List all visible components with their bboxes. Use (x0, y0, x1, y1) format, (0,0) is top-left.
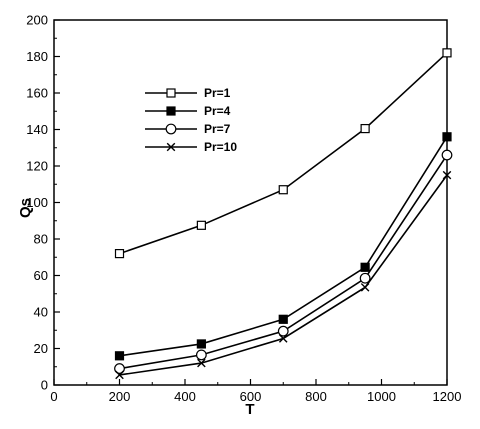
legend-marker (166, 106, 176, 116)
legend-marker (166, 88, 176, 98)
legend-item: Pr=10 (145, 140, 237, 154)
y-tick-label: 40 (34, 305, 48, 320)
data-point (360, 262, 370, 272)
legend-marker (165, 123, 177, 135)
data-point (442, 132, 452, 142)
y-tick-label: 140 (26, 122, 48, 137)
legend-marker (166, 142, 176, 152)
data-point (442, 170, 452, 180)
x-tick-label: 400 (174, 389, 196, 404)
y-tick-label: 100 (26, 195, 48, 210)
y-tick-label: 160 (26, 86, 48, 101)
data-point (114, 249, 125, 259)
data-point (197, 358, 206, 368)
y-axis-label: Qs (17, 198, 34, 218)
legend-item: Pr=4 (145, 104, 231, 118)
x-tick-label: 1200 (433, 389, 462, 404)
data-point (196, 339, 206, 349)
series-line (119, 52, 448, 255)
data-point (442, 48, 452, 58)
data-point (359, 272, 371, 284)
x-tick-label: 200 (109, 389, 131, 404)
data-point (278, 185, 288, 195)
x-axis-label: T (245, 401, 254, 418)
y-tick-label: 20 (34, 341, 48, 356)
legend-label: Pr=1 (204, 86, 231, 100)
y-tick-label: 80 (34, 232, 48, 247)
legend-label: Pr=7 (204, 122, 231, 136)
y-tick-label: 0 (41, 378, 48, 393)
data-point (360, 123, 370, 134)
legend: Pr=1 Pr=4 Pr=7 Pr=10 (145, 86, 237, 154)
series-pr-4 (114, 132, 452, 361)
data-point (278, 334, 288, 343)
data-point (115, 370, 124, 380)
data-point (441, 149, 453, 161)
axes: 0 200 400 600 800 1000 1200 0 20 40 60 80 100 120 140 1… (26, 13, 461, 405)
y-tick-label: 180 (26, 49, 48, 64)
series-pr-7 (114, 149, 453, 374)
y-tick-label: 120 (26, 159, 48, 174)
legend-item: Pr=7 (145, 122, 231, 136)
data-point (195, 349, 207, 361)
data-point (277, 325, 289, 337)
plot-frame (53, 19, 448, 386)
legend-label: Pr=10 (204, 140, 237, 154)
x-tick-label: 1000 (367, 389, 396, 404)
series-pr-10 (115, 170, 452, 380)
series-pr-1 (114, 48, 452, 259)
series-group (114, 48, 453, 380)
x-tick-label: 0 (50, 389, 57, 404)
y-tick-label: 200 (26, 13, 48, 28)
legend-label: Pr=4 (204, 104, 231, 118)
data-point (278, 314, 288, 324)
data-point (360, 283, 370, 292)
series-line (119, 174, 448, 376)
data-point (196, 220, 206, 230)
y-tick-label: 60 (34, 268, 48, 283)
legend-item: Pr=1 (145, 86, 231, 100)
data-point (114, 351, 125, 361)
x-tick-label: 600 (240, 389, 262, 404)
x-tick-label: 800 (305, 389, 327, 404)
data-point (114, 363, 125, 374)
